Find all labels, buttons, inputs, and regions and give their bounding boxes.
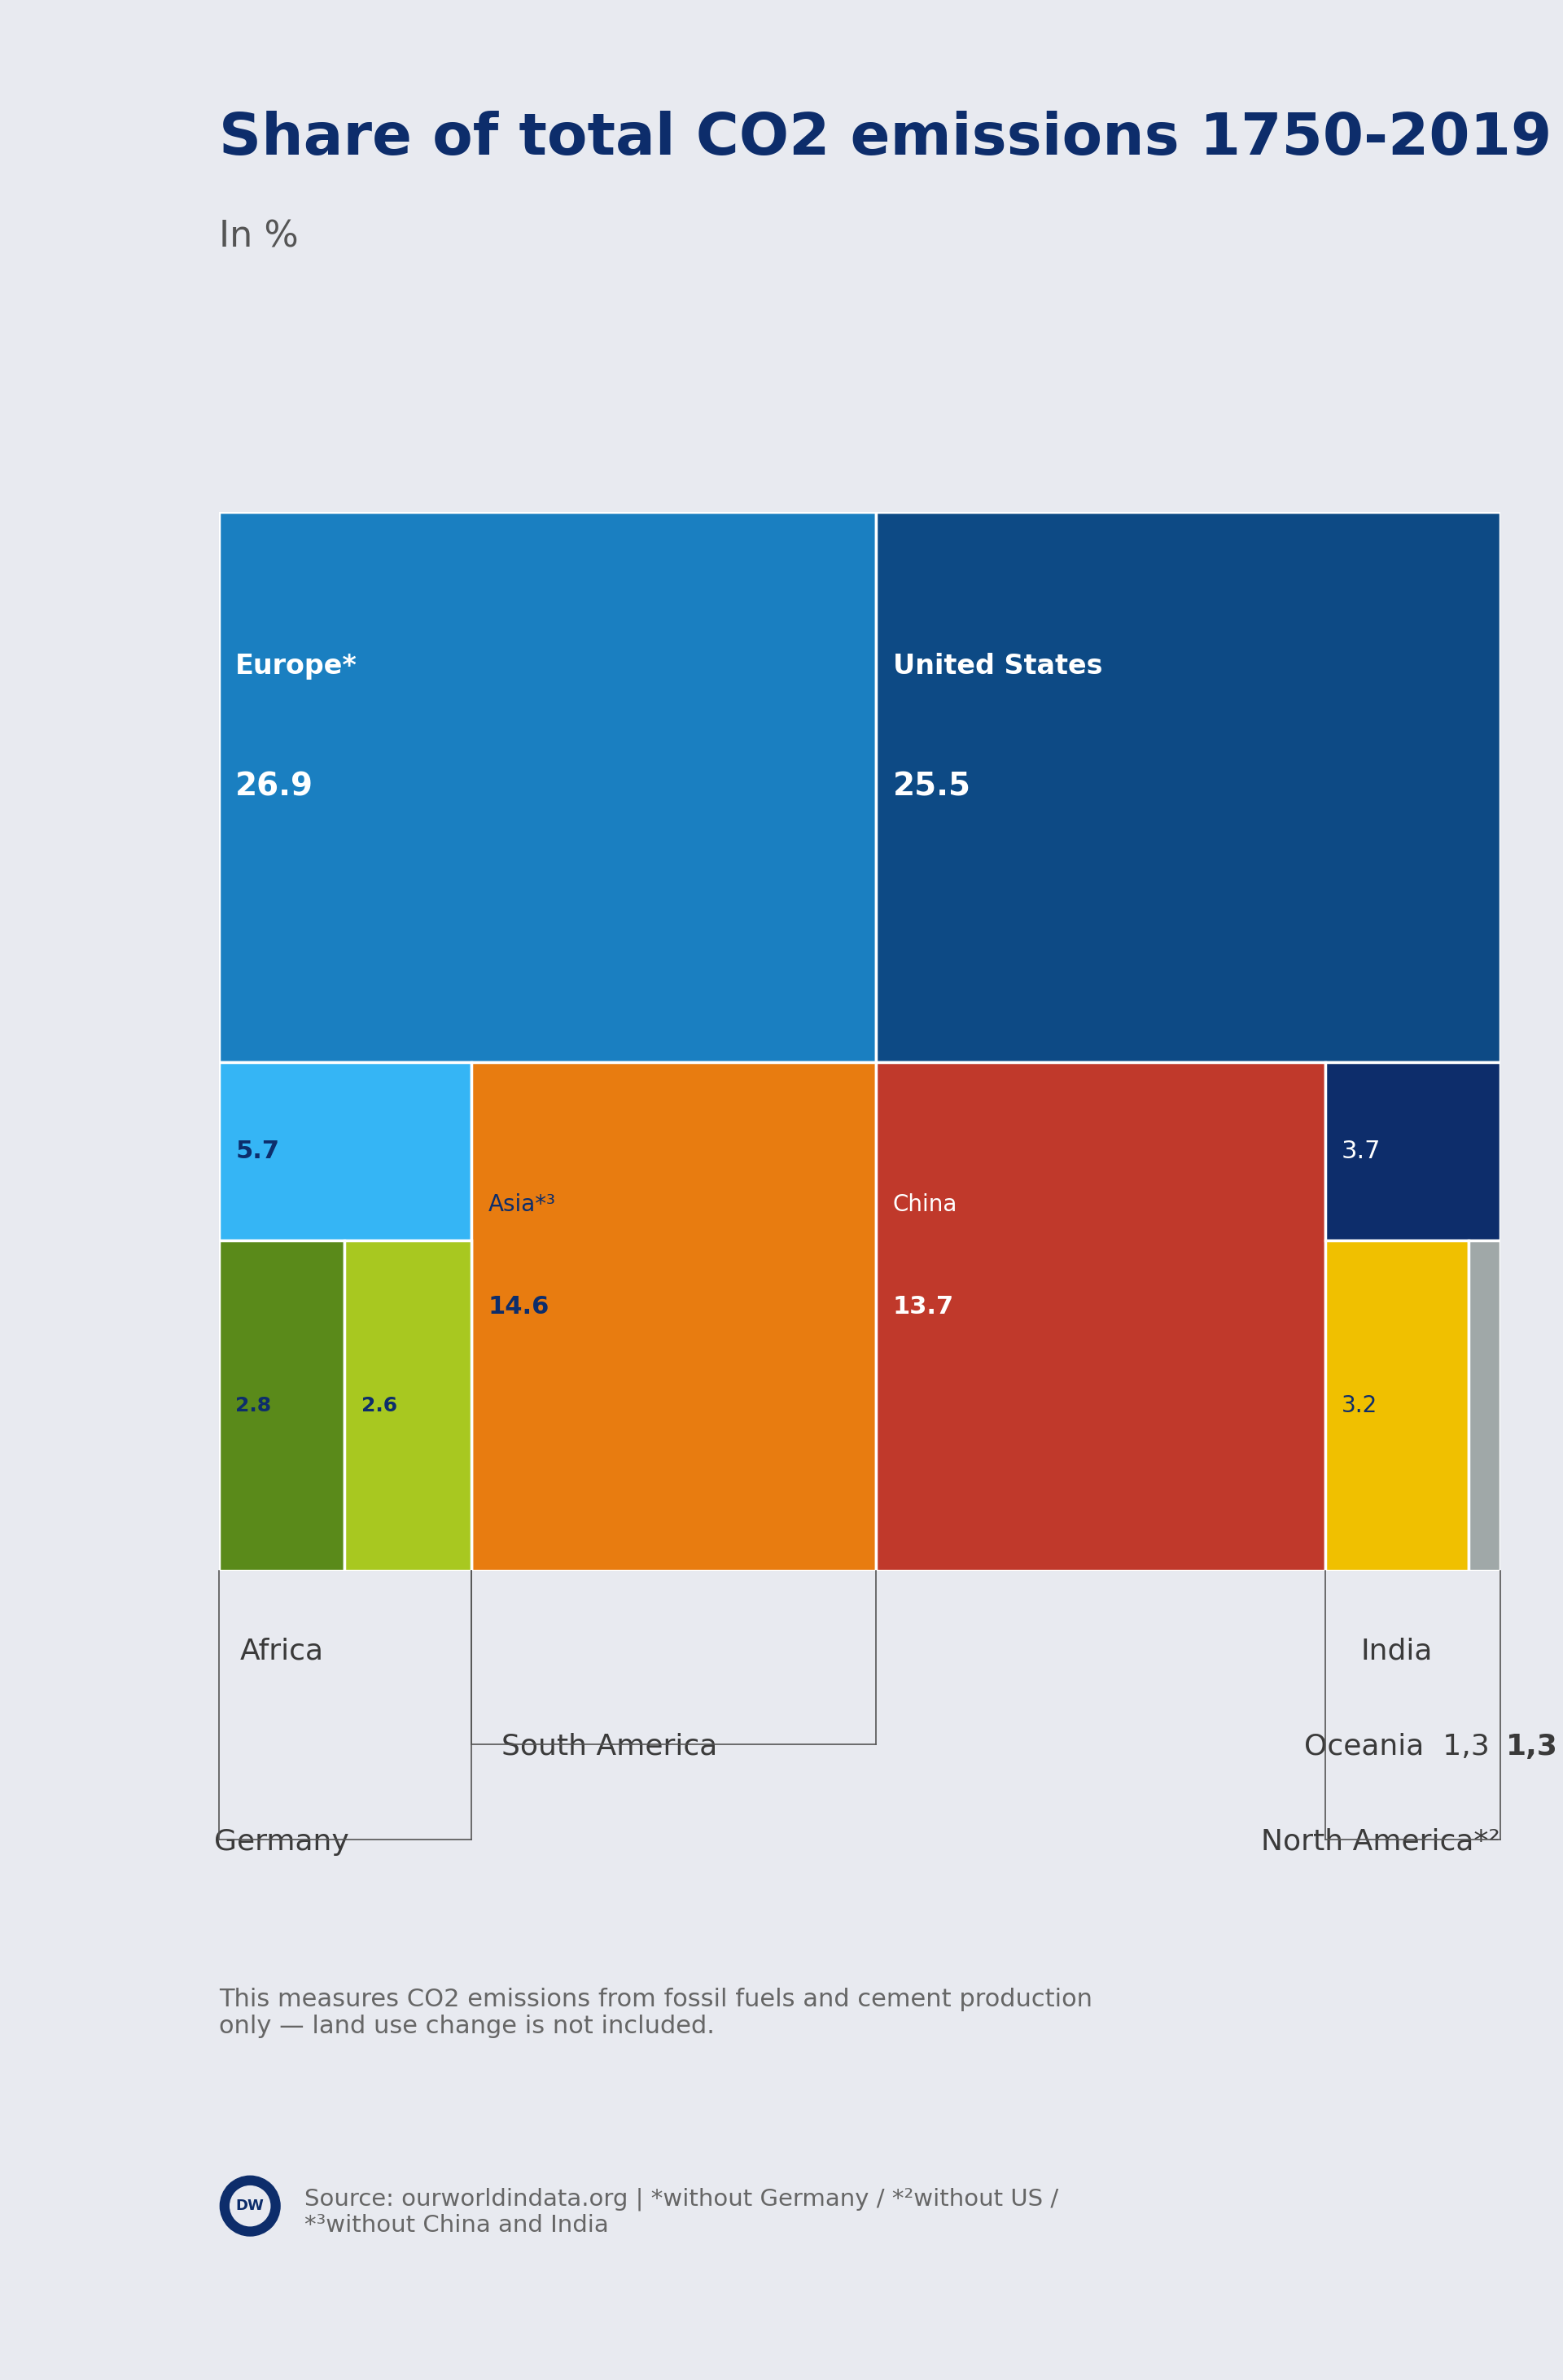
Bar [877,512,1500,1061]
Text: DW: DW [236,2199,264,2213]
Circle shape [220,2175,280,2235]
Text: United States: United States [892,652,1102,678]
Circle shape [230,2185,270,2225]
Text: 5.7: 5.7 [236,1140,280,1164]
Text: Source: ourworldindata.org | *without Germany / *²without US /
*³without China a: Source: ourworldindata.org | *without Ge… [305,2187,1058,2237]
Text: 2.6: 2.6 [361,1395,397,1416]
Text: 26.9: 26.9 [236,771,314,802]
Text: Oceania  1,3: Oceania 1,3 [1304,1733,1490,1761]
Bar [219,512,877,1061]
Bar [1468,1240,1500,1571]
Text: Africa: Africa [239,1637,324,1666]
Bar [219,1240,344,1571]
Bar [1325,1240,1468,1571]
Text: India: India [1361,1637,1433,1666]
Bar [472,1061,877,1571]
Text: 3.7: 3.7 [1341,1140,1382,1164]
Bar [344,1240,472,1571]
Text: North America*²: North America*² [1261,1828,1500,1856]
Text: 3.2: 3.2 [1341,1395,1377,1416]
Bar [1325,1061,1500,1240]
Text: 2.8: 2.8 [236,1395,272,1416]
Text: Europe*: Europe* [236,652,358,678]
Bar [877,1061,1325,1571]
Text: Germany: Germany [214,1828,349,1856]
Text: In %: In % [219,219,299,255]
Text: Share of total CO2 emissions 1750-2019: Share of total CO2 emissions 1750-2019 [219,109,1552,167]
Text: 1,3: 1,3 [1507,1733,1558,1761]
Text: 25.5: 25.5 [892,771,971,802]
Bar [219,1061,472,1240]
Text: China: China [892,1192,958,1216]
Text: South America: South America [502,1733,717,1761]
Text: Asia*³: Asia*³ [488,1192,555,1216]
Text: 14.6: 14.6 [488,1295,549,1319]
Text: This measures CO2 emissions from fossil fuels and cement production
only — land : This measures CO2 emissions from fossil … [219,1987,1093,2037]
Text: 13.7: 13.7 [892,1295,953,1319]
